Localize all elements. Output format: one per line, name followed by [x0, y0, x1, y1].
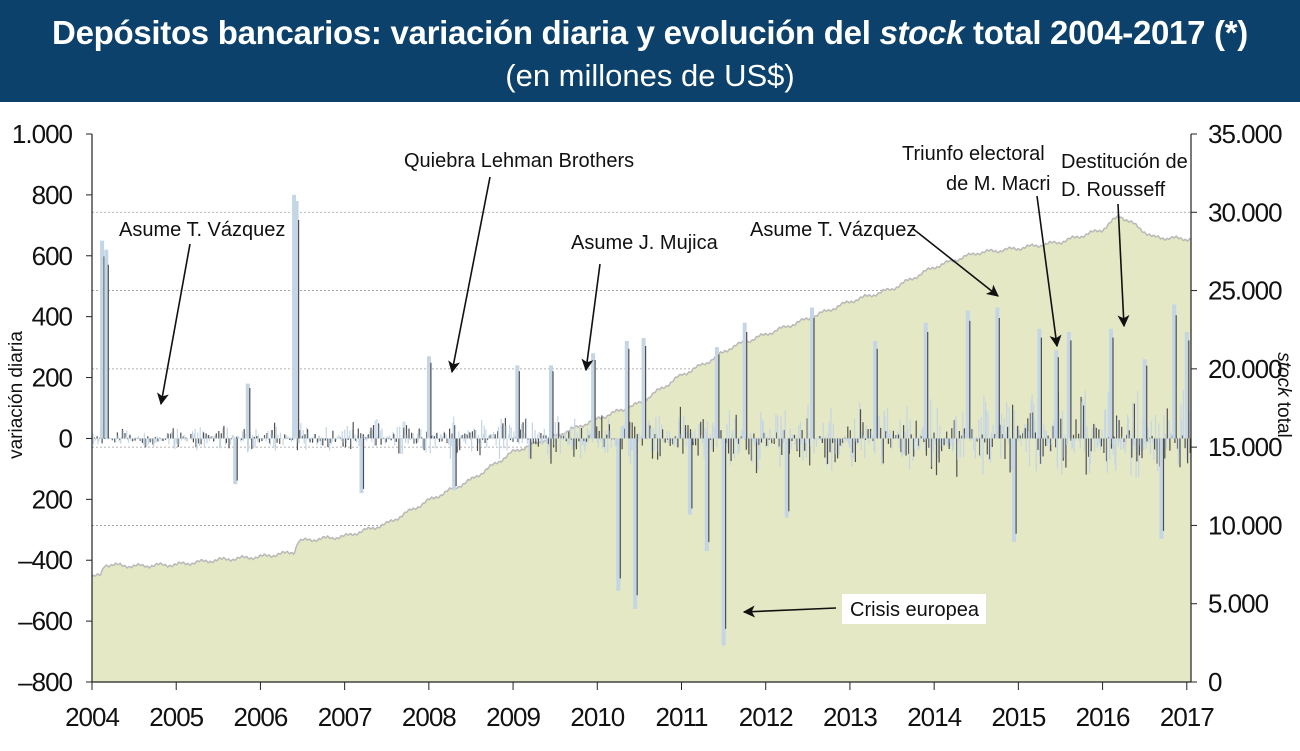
right-axis-ticks: 35.000 30.000 25.000 20.000 15.000 10.000 5.00…: [1191, 119, 1283, 697]
annotation-macri-line1: Triunfo electoral: [902, 143, 1045, 165]
annotation-macri-line2: de M. Macri: [946, 173, 1050, 195]
axes: [91, 134, 1192, 683]
x-tick-label: 2017: [1160, 702, 1214, 732]
annotation-arrow: [742, 605, 837, 618]
right-tick-label: 35.000: [1208, 119, 1282, 149]
annotation-arrow: [157, 243, 191, 406]
x-tick-label: 2010: [570, 702, 624, 732]
annotation-crisis-europea: Crisis europea: [850, 599, 980, 621]
right-tick-label: 20.000: [1208, 354, 1282, 384]
left-axis-ticks: 1.000 800 600 400 200 0 200 –400 –600 –800: [12, 119, 92, 697]
right-tick-label: 5.000: [1208, 589, 1269, 619]
stock-area-layer: [92, 214, 1191, 682]
left-tick-label: 400: [32, 302, 73, 332]
right-tick-label: 0: [1208, 667, 1222, 697]
left-tick-label: –600: [18, 606, 72, 636]
annotation-vazquez-2004: Asume T. Vázquez: [119, 219, 285, 241]
right-axis-label: stock total: [1273, 352, 1294, 438]
left-tick-label: –400: [18, 545, 72, 575]
x-tick-label: 2007: [318, 702, 372, 732]
annotation-arrow: [448, 176, 491, 374]
annotation-lehman: Quiebra Lehman Brothers: [404, 150, 634, 172]
annotation-arrow: [581, 263, 601, 372]
variation-bars-layer: [92, 194, 1191, 646]
right-tick-label: 30.000: [1208, 197, 1282, 227]
left-axis-label: variación diaria: [6, 331, 27, 459]
annotations: Asume T. Vázquez Quiebra Lehman Brothers…: [114, 143, 1188, 624]
x-tick-label: 2013: [823, 702, 877, 732]
stock-area: [92, 215, 1191, 682]
stock-line: [92, 214, 1191, 578]
chart-subtitle: (en millones de US$): [505, 58, 795, 93]
left-tick-label: 200: [32, 363, 73, 393]
x-tick-label: 2014: [907, 702, 961, 732]
annotation-bg-mujica: [566, 228, 718, 258]
left-tick-label: –800: [18, 667, 72, 697]
annotation-arrow: [1036, 195, 1062, 348]
annotation-rousseff-line1: Destitución de: [1061, 151, 1188, 173]
annotation-mujica: Asume J. Mujica: [571, 232, 719, 254]
left-tick-label: 800: [32, 180, 73, 210]
annotation-arrow: [911, 227, 999, 297]
left-tick-label: 0: [59, 423, 73, 453]
right-tick-label: 10.000: [1208, 510, 1282, 540]
chart-title: Depósitos bancarios: variación diaria y …: [52, 14, 1248, 51]
title-banner: Depósitos bancarios: variación diaria y …: [0, 0, 1300, 102]
x-tick-label: 2015: [991, 702, 1045, 732]
left-tick-label: 600: [32, 241, 73, 271]
left-tick-label: 200: [32, 484, 73, 514]
right-tick-label: 15.000: [1208, 432, 1282, 462]
x-axis-ticks: 2004 2005 2006 2007 2008 2009 2010 2011 2012 2013…: [65, 682, 1215, 732]
x-tick-label: 2004: [65, 702, 119, 732]
x-tick-label: 2009: [486, 702, 540, 732]
x-tick-label: 2008: [402, 702, 456, 732]
annotation-arrow: [1117, 203, 1130, 328]
x-tick-label: 2012: [739, 702, 793, 732]
annotation-vazquez-2015: Asume T. Vázquez: [750, 219, 916, 241]
annotation-bg-crisis: [842, 594, 986, 624]
left-tick-label: 1.000: [12, 119, 73, 149]
right-tick-label: 25.000: [1208, 276, 1282, 306]
annotation-bg-lehman: [400, 145, 636, 175]
x-tick-label: 2016: [1076, 702, 1130, 732]
x-tick-label: 2005: [149, 702, 203, 732]
x-tick-label: 2011: [656, 702, 708, 732]
annotation-bg-vazquez-1: [114, 214, 284, 244]
annotation-rousseff-line2: D. Rousseff: [1061, 179, 1166, 201]
x-tick-label: 2006: [234, 702, 288, 732]
